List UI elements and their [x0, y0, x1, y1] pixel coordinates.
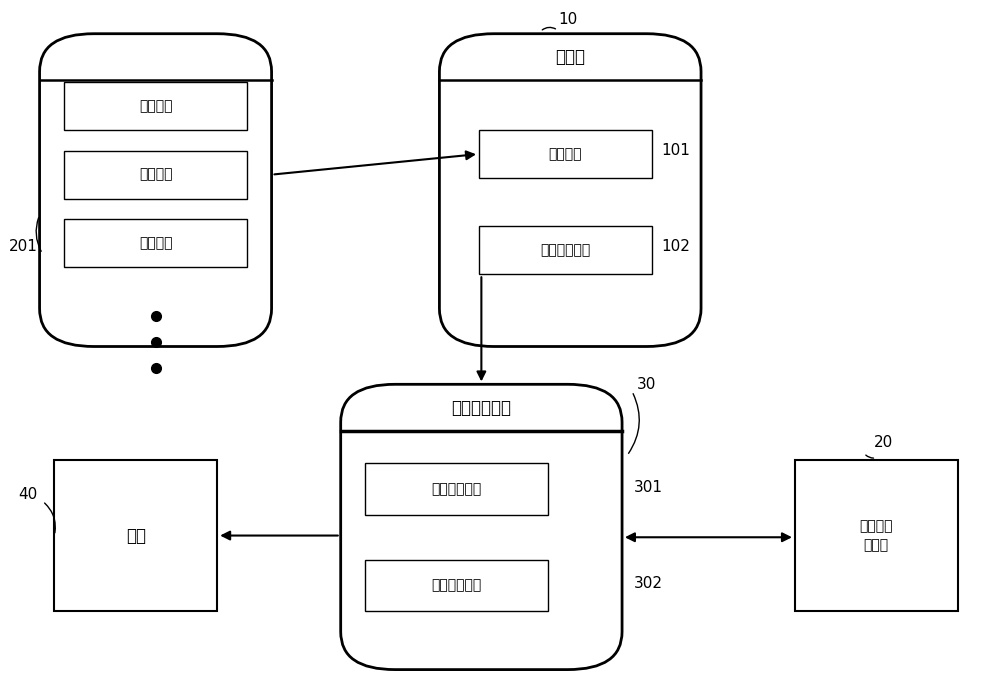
FancyBboxPatch shape — [40, 34, 272, 346]
Text: 电子标签: 电子标签 — [139, 236, 172, 250]
FancyBboxPatch shape — [479, 130, 652, 178]
FancyBboxPatch shape — [54, 460, 217, 611]
FancyBboxPatch shape — [439, 34, 701, 346]
Text: 数据分析模块: 数据分析模块 — [432, 579, 482, 593]
FancyBboxPatch shape — [795, 460, 958, 611]
Text: 10: 10 — [558, 12, 577, 28]
Text: 101: 101 — [662, 143, 690, 158]
Text: 数据处理系统: 数据处理系统 — [451, 398, 511, 416]
Text: 20: 20 — [874, 435, 893, 450]
Text: 30: 30 — [637, 377, 656, 392]
FancyBboxPatch shape — [365, 560, 548, 611]
FancyBboxPatch shape — [64, 219, 247, 267]
Text: 终端: 终端 — [126, 527, 146, 545]
Text: 电子标签
存储库: 电子标签 存储库 — [860, 519, 893, 552]
FancyBboxPatch shape — [64, 82, 247, 130]
FancyBboxPatch shape — [365, 464, 548, 515]
Text: 201: 201 — [9, 239, 38, 254]
Text: 102: 102 — [662, 239, 690, 254]
Text: 数据发送模块: 数据发送模块 — [540, 243, 590, 257]
Text: 电子标签: 电子标签 — [139, 99, 172, 113]
FancyBboxPatch shape — [341, 385, 622, 669]
FancyBboxPatch shape — [64, 150, 247, 199]
Text: 40: 40 — [18, 486, 38, 502]
Text: 读取模块: 读取模块 — [549, 147, 582, 161]
FancyBboxPatch shape — [479, 226, 652, 274]
Text: 302: 302 — [634, 576, 663, 591]
Text: 301: 301 — [634, 480, 663, 495]
Text: 数据接收模块: 数据接收模块 — [432, 482, 482, 496]
Text: 读卡器: 读卡器 — [555, 48, 585, 66]
Text: 电子标签: 电子标签 — [139, 168, 172, 182]
